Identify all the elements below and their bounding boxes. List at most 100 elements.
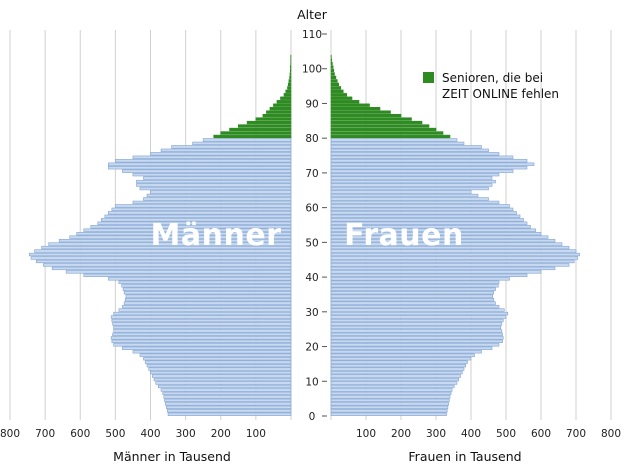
bar-women — [330, 259, 575, 264]
bar-men — [148, 367, 292, 371]
bar-men — [113, 311, 292, 316]
bar-women — [330, 332, 503, 337]
bar-men — [289, 72, 292, 76]
bar-men — [153, 377, 292, 382]
bar-men — [166, 405, 292, 409]
x-tick-label-women: 600 — [531, 428, 551, 440]
bar-men — [146, 193, 292, 198]
bar-men — [143, 357, 292, 361]
bar-men — [136, 179, 292, 184]
x-tick-label-women: 700 — [566, 428, 586, 440]
bar-men — [90, 225, 292, 229]
bar-women — [330, 183, 493, 187]
bar-men — [115, 159, 292, 163]
grid-lines — [9, 30, 612, 420]
age-tick-label: 70 — [305, 168, 318, 180]
bar-women — [330, 350, 482, 354]
bar-men — [132, 155, 292, 159]
bar-women — [330, 141, 465, 146]
bar-women — [330, 304, 500, 309]
bar-women — [330, 113, 402, 118]
x-tick-label-women: 300 — [426, 428, 446, 440]
bar-women — [330, 65, 334, 69]
bar-women — [330, 120, 423, 125]
bar-men — [150, 152, 292, 156]
bar-women — [330, 256, 579, 260]
bar-men — [238, 124, 292, 128]
bar-women — [330, 134, 451, 139]
bar-women — [330, 86, 342, 90]
bar-men — [160, 148, 292, 152]
bar-men — [246, 120, 292, 125]
bar-men — [41, 245, 292, 250]
bar-men — [121, 284, 292, 288]
bar-men — [113, 329, 292, 333]
bar-women — [330, 207, 514, 212]
age-tick-label: 110 — [302, 29, 322, 41]
bar-men — [110, 336, 292, 340]
men-big-label: Männer — [151, 218, 282, 253]
bar-men — [143, 197, 292, 201]
bar-men — [115, 204, 292, 208]
bar-men — [287, 86, 292, 90]
bar-women — [330, 398, 450, 403]
bar-women — [330, 381, 458, 385]
bar-women — [330, 193, 479, 198]
bar-men — [288, 79, 292, 83]
bar-women — [330, 412, 447, 416]
bar-men — [132, 350, 292, 354]
bar-women — [330, 155, 514, 159]
bar-men — [139, 186, 292, 191]
bar-women — [330, 263, 570, 267]
age-tick-label: 50 — [305, 237, 318, 249]
age-ticks: 0 10 20 30 40 50 60 70 80 90 100 110 — [302, 29, 327, 423]
bar-women — [330, 148, 489, 152]
bar-women — [330, 325, 502, 330]
bar-men — [167, 409, 292, 413]
bar-men — [139, 353, 292, 357]
bar-men — [151, 374, 292, 378]
bar-men — [136, 183, 292, 187]
bar-men — [112, 332, 292, 337]
bar-women — [330, 287, 496, 291]
age-tick-label: 20 — [305, 342, 318, 354]
bar-men — [104, 214, 292, 218]
bar-women — [330, 211, 517, 215]
bar-men — [143, 176, 292, 180]
bar-women — [330, 363, 467, 368]
bar-men — [111, 339, 292, 343]
bar-men — [202, 138, 292, 142]
age-tick-label: 80 — [305, 133, 318, 145]
women-x-ticks: 100 200 300 400 500 600 700 800 — [356, 428, 621, 440]
bar-women — [330, 249, 577, 253]
women-bars — [330, 54, 580, 416]
bar-women — [330, 311, 509, 316]
bar-men — [125, 294, 292, 298]
bar-women — [330, 284, 499, 288]
age-tick-label: 30 — [305, 307, 318, 319]
bar-women — [330, 75, 337, 80]
bar-women — [330, 176, 493, 180]
bar-women — [330, 204, 510, 208]
legend-swatch-senior — [423, 72, 434, 83]
bar-men — [266, 110, 292, 114]
x-tick-label-men: 300 — [176, 428, 196, 440]
x-tick-label-men: 600 — [70, 428, 90, 440]
bar-men — [276, 100, 292, 104]
x-tick-label-women: 100 — [356, 428, 376, 440]
bar-women — [330, 169, 514, 173]
bar-women — [330, 235, 549, 239]
bar-men — [262, 113, 292, 118]
bar-men — [124, 298, 292, 302]
bar-men — [229, 127, 292, 132]
bar-women — [330, 100, 360, 104]
bar-women — [330, 72, 335, 76]
bar-men — [162, 391, 292, 396]
bar-men — [69, 235, 292, 239]
x-tick-label-men: 800 — [0, 428, 20, 440]
bar-women — [330, 308, 505, 312]
bar-men — [76, 232, 292, 236]
bar-men — [269, 107, 292, 111]
bar-men — [122, 346, 292, 350]
